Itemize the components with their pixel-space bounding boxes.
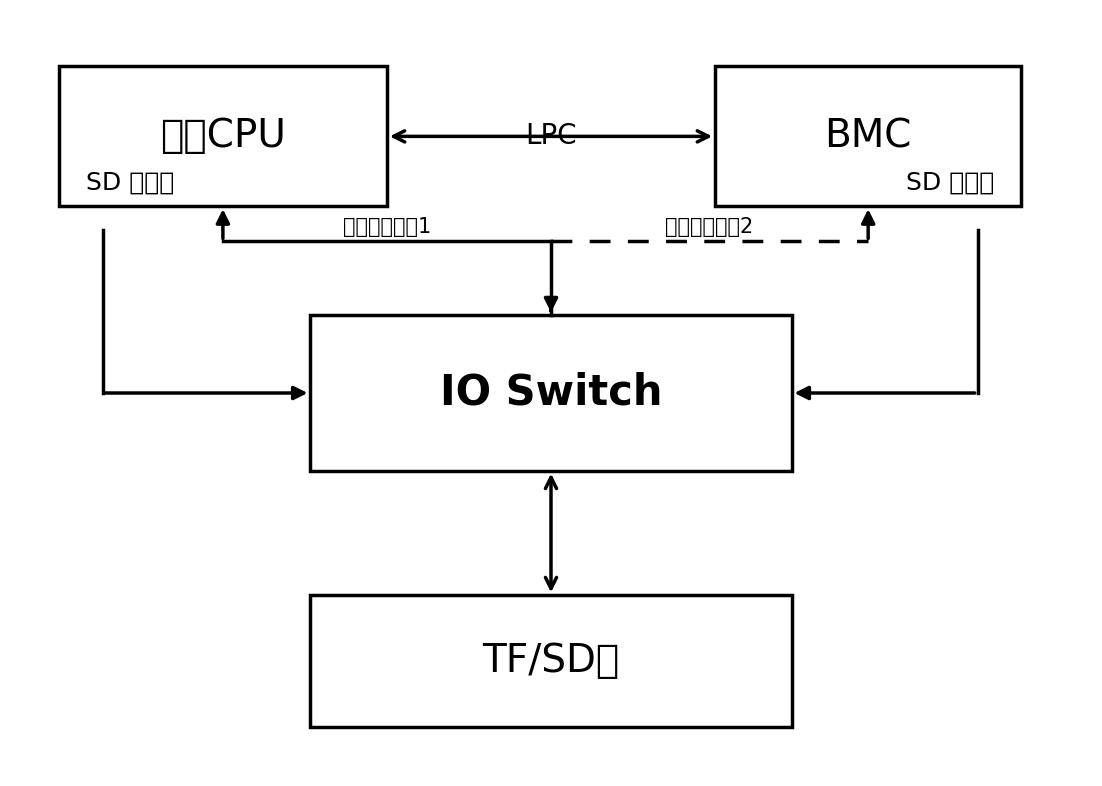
Text: BMC: BMC <box>824 117 911 156</box>
Bar <box>311 595 791 727</box>
Text: 切换信号情形1: 切换信号情形1 <box>343 218 431 237</box>
Text: SD 信号线: SD 信号线 <box>906 171 994 195</box>
Bar <box>58 66 387 207</box>
Text: LPC: LPC <box>526 123 576 150</box>
Bar <box>311 315 791 471</box>
Text: 主朼CPU: 主朼CPU <box>160 117 285 156</box>
Bar <box>715 66 1022 207</box>
Text: SD 信号线: SD 信号线 <box>86 171 174 195</box>
Text: IO Switch: IO Switch <box>440 372 662 414</box>
Text: 切换信号情形2: 切换信号情形2 <box>666 218 754 237</box>
Text: TF/SD卡: TF/SD卡 <box>483 642 619 681</box>
